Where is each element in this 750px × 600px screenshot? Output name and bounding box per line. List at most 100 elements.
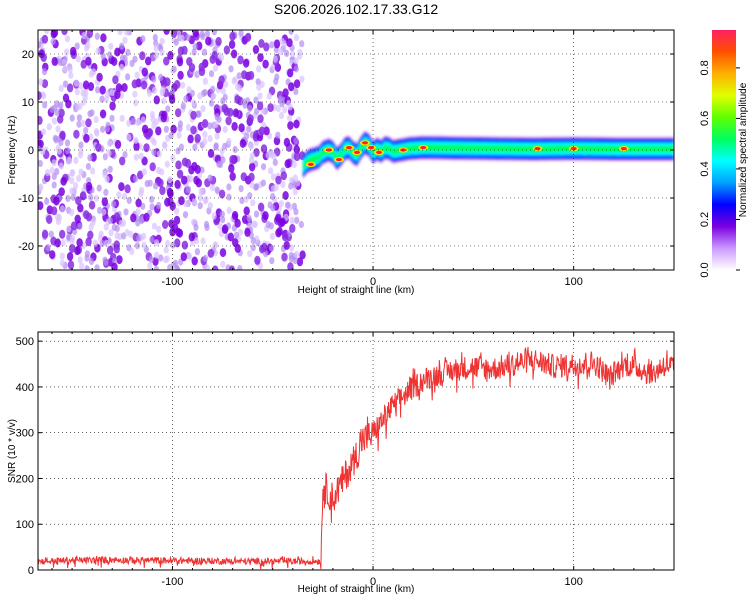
noise-blob bbox=[128, 230, 134, 238]
noise-blob bbox=[255, 78, 261, 86]
noise-blob bbox=[200, 33, 206, 41]
signal-peak bbox=[354, 150, 361, 154]
noise-blob bbox=[134, 242, 140, 250]
noise-blob bbox=[219, 248, 227, 258]
noise-blob bbox=[58, 101, 64, 109]
noise-blob bbox=[250, 237, 256, 245]
noise-blob bbox=[106, 149, 112, 157]
noise-blob bbox=[61, 30, 68, 36]
noise-blob bbox=[261, 242, 268, 252]
noise-blob bbox=[234, 95, 241, 104]
noise-blob bbox=[167, 50, 174, 60]
noise-blob bbox=[60, 239, 66, 247]
noise-blob bbox=[219, 210, 225, 218]
noise-blob bbox=[287, 68, 294, 78]
noise-blob bbox=[107, 51, 113, 59]
snr-tick-label-y: 100 bbox=[16, 519, 34, 531]
noise-blob bbox=[292, 174, 298, 182]
noise-blob bbox=[76, 174, 82, 182]
noise-blob bbox=[193, 223, 199, 231]
signal-peak bbox=[534, 146, 541, 151]
noise-blob bbox=[114, 224, 120, 233]
noise-blob bbox=[70, 193, 76, 201]
noise-blob bbox=[158, 73, 164, 81]
noise-blob bbox=[223, 45, 231, 55]
noise-blob bbox=[38, 185, 43, 193]
noise-blob bbox=[208, 99, 215, 107]
noise-blob bbox=[134, 71, 140, 79]
colorbar-gradient bbox=[712, 30, 736, 270]
noise-blob bbox=[126, 119, 132, 127]
noise-blob bbox=[38, 91, 42, 101]
noise-blob bbox=[247, 70, 255, 80]
noise-blob bbox=[218, 54, 225, 62]
noise-blob bbox=[175, 108, 182, 118]
noise-blob bbox=[197, 194, 203, 202]
signal-peak bbox=[570, 146, 577, 151]
noise-blob bbox=[286, 38, 293, 48]
noise-blob bbox=[38, 115, 43, 125]
noise-blob bbox=[195, 178, 202, 188]
noise-blob bbox=[250, 244, 256, 252]
noise-blob bbox=[66, 252, 74, 261]
noise-blob bbox=[58, 84, 64, 92]
noise-blob bbox=[83, 126, 89, 134]
noise-blob bbox=[288, 82, 295, 92]
noise-blob bbox=[95, 143, 102, 152]
noise-blob bbox=[280, 180, 286, 189]
noise-blob bbox=[83, 210, 90, 220]
noise-blob bbox=[252, 45, 260, 54]
noise-blob bbox=[156, 225, 162, 233]
noise-blob bbox=[76, 238, 83, 248]
noise-blob bbox=[168, 94, 176, 104]
noise-blob bbox=[106, 245, 114, 255]
noise-blob bbox=[293, 208, 299, 216]
noise-blob bbox=[282, 106, 288, 114]
noise-blob bbox=[293, 88, 299, 96]
noise-blob bbox=[153, 182, 159, 190]
noise-blob bbox=[267, 201, 273, 209]
noise-blob bbox=[103, 258, 109, 266]
noise-blob bbox=[99, 95, 105, 103]
noise-blob bbox=[213, 121, 219, 129]
noise-blob bbox=[242, 58, 250, 68]
noise-blob bbox=[70, 46, 77, 56]
noise-blob bbox=[109, 101, 116, 111]
noise-blob bbox=[237, 228, 243, 236]
noise-blob bbox=[209, 184, 216, 192]
noise-blob bbox=[119, 156, 126, 166]
noise-blob bbox=[54, 108, 60, 116]
noise-blob bbox=[78, 168, 84, 176]
noise-blob bbox=[50, 206, 58, 216]
noise-blob bbox=[58, 138, 64, 147]
noise-blob bbox=[125, 73, 131, 81]
signal-peak bbox=[335, 158, 342, 162]
noise-blob bbox=[67, 65, 73, 73]
noise-blob bbox=[177, 70, 184, 80]
noise-blob bbox=[181, 175, 188, 185]
noise-blob bbox=[153, 118, 159, 126]
noise-blob bbox=[270, 192, 276, 201]
noise-blob bbox=[294, 250, 300, 258]
noise-blob bbox=[152, 256, 159, 266]
signal-peak bbox=[307, 162, 314, 166]
noise-blob bbox=[188, 63, 196, 72]
noise-blob bbox=[298, 220, 304, 229]
noise-blob bbox=[239, 138, 247, 148]
noise-blob bbox=[254, 107, 260, 115]
noise-blob bbox=[73, 79, 80, 87]
colorbar-ticks: 0.0 0.2 0.4 0.6 0.8 bbox=[699, 60, 740, 278]
noise-blob bbox=[38, 145, 41, 153]
snr-tick-label-y: 500 bbox=[16, 336, 34, 348]
noise-blob bbox=[248, 162, 256, 172]
noise-blob bbox=[153, 95, 160, 105]
noise-blob bbox=[168, 219, 175, 229]
noise-blob bbox=[170, 154, 176, 162]
noise-blob bbox=[293, 145, 300, 155]
noise-blob bbox=[293, 65, 299, 73]
noise-blob bbox=[202, 197, 208, 205]
noise-blob bbox=[167, 176, 173, 184]
noise-blob bbox=[41, 68, 48, 76]
noise-blob bbox=[122, 36, 128, 44]
noise-blob bbox=[45, 244, 51, 252]
